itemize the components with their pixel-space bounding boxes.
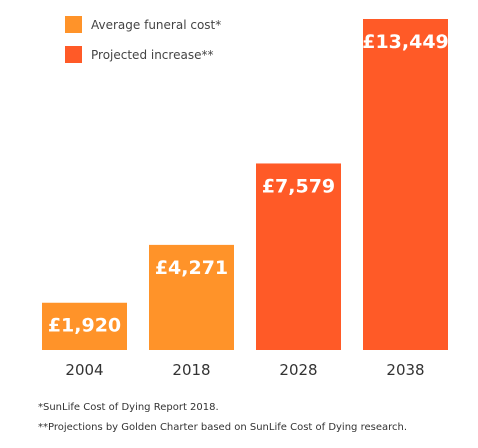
legend-swatch-projected — [65, 46, 82, 63]
legend-label-projected: Projected increase** — [91, 48, 213, 62]
footnote-projections: **Projections by Golden Charter based on… — [38, 422, 408, 433]
bar-2038 — [363, 19, 448, 350]
bar-value-label-2038: £13,449 — [362, 31, 449, 53]
bar-value-label-2028: £7,579 — [262, 175, 335, 197]
chart-legend: Average funeral cost* Projected increase… — [65, 16, 221, 63]
x-tick-label-2004: 2004 — [65, 361, 103, 379]
bar-value-label-2004: £1,920 — [48, 315, 121, 337]
bar-2004 — [42, 302, 127, 350]
x-tick-label-2018: 2018 — [172, 361, 210, 379]
x-tick-label-2028: 2028 — [279, 361, 317, 379]
bar-2018 — [149, 244, 234, 350]
bar-value-label-2018: £4,271 — [155, 257, 228, 279]
footnote-source: *SunLife Cost of Dying Report 2018. — [38, 402, 219, 413]
x-tick-label-2038: 2038 — [386, 361, 424, 379]
bar-2028 — [256, 163, 341, 350]
x-axis-ticks: 2004 2018 2028 2038 — [65, 361, 424, 379]
bars-group: £1,920 £4,271 £7,579 £13,449 — [42, 19, 449, 350]
legend-swatch-average — [65, 16, 82, 33]
legend-label-average: Average funeral cost* — [91, 18, 221, 32]
